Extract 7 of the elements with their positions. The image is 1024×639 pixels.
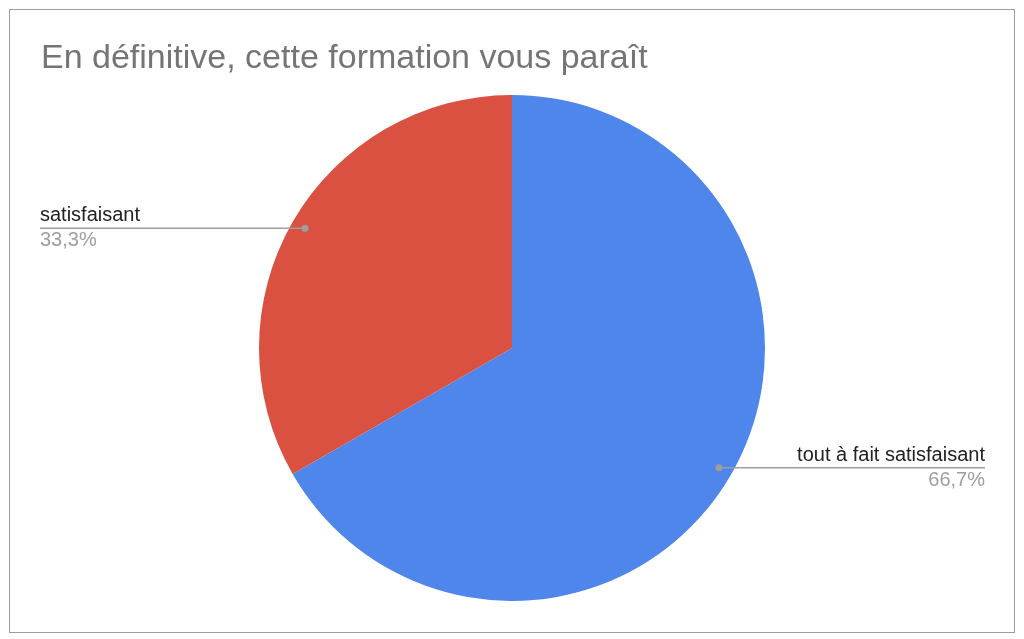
data-label: 33,3% (40, 228, 97, 251)
pie-slice (292, 95, 765, 601)
chart-title: En définitive, cette formation vous paraît (41, 36, 648, 76)
slice-label: satisfaisant (40, 203, 141, 226)
pie-slice (259, 95, 512, 475)
slice-label: tout à fait satisfaisant (797, 442, 986, 465)
data-label: 66,7% (928, 467, 986, 490)
